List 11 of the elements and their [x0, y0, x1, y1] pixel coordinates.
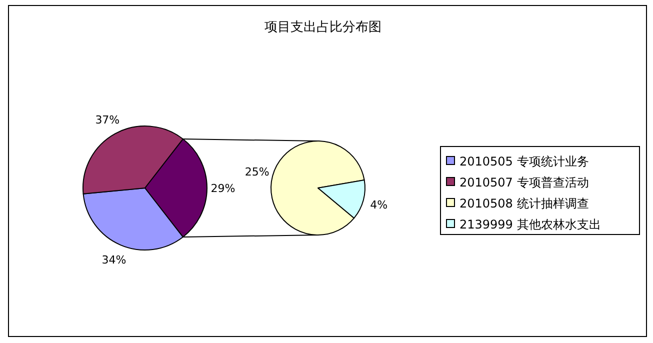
data-label: 4% — [370, 198, 388, 212]
data-label: 29% — [210, 182, 236, 195]
pie-slice — [270, 140, 365, 236]
data-label: 37% — [95, 114, 120, 127]
legend-label: 2010507 专项普查活动 — [460, 176, 589, 190]
legend-label: 2010508 统计抽样调查 — [460, 196, 589, 210]
legend-label: 2010505 专项统计业务 — [460, 154, 589, 168]
chart-title: 项目支出占比分布图 — [264, 20, 382, 35]
data-label: 34% — [102, 254, 126, 267]
data-label: 25% — [244, 166, 270, 179]
legend-label: 2139999 其他农林水支出 — [460, 218, 601, 232]
